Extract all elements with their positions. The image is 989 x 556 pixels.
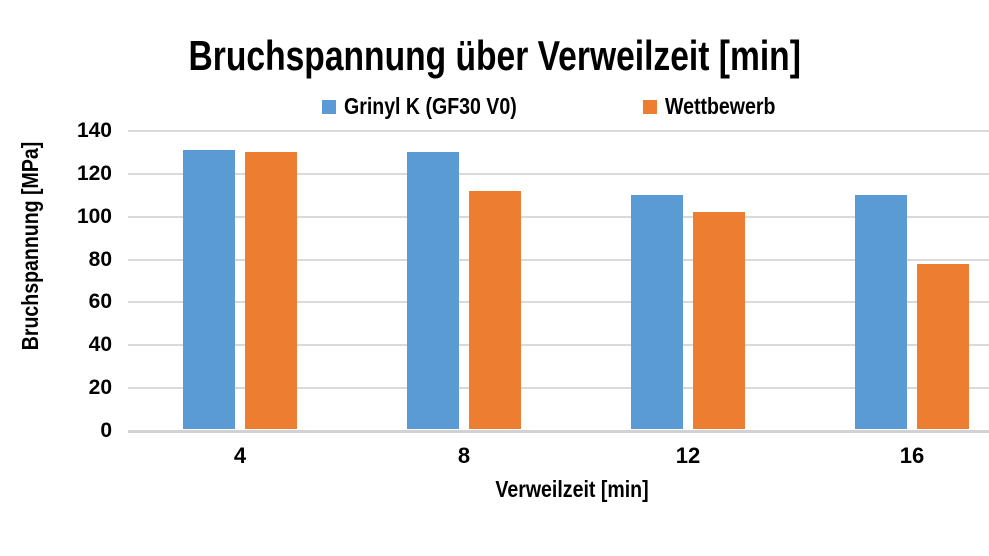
gridline [128,130,989,132]
bar [469,191,521,429]
y-tick-label: 20 [88,376,112,400]
chart-title: Bruchspannung über Verweilzeit [min] [0,32,989,79]
x-axis-line [128,430,989,433]
y-tick-label: 100 [76,204,112,228]
gridline [128,215,989,218]
legend-item: Wettbewerb [642,93,795,120]
y-tick-label: 80 [88,247,112,271]
gridline [128,258,989,261]
x-tick-text: 8 [457,443,471,468]
y-axis-title: Bruchspannung [MPa] [17,141,43,351]
bar [183,150,235,429]
x-axis-title: Verweilzeit [min] [495,476,649,502]
legend-marker-swatch [642,99,657,114]
x-tick-text: 4 [233,443,247,468]
y-tick-label: 140 [76,119,112,142]
legend-marker-swatch [322,99,337,114]
y-tick-label: 0 [100,419,112,442]
legend-item: Grinyl K (GF30 V0) [322,93,547,120]
gridline [128,301,989,304]
legend-label: Grinyl K (GF30 V0) [344,93,518,119]
bar [693,212,745,429]
gridline [128,172,989,175]
gridline [128,344,989,347]
x-tick-text: 16 [899,443,925,468]
bar [631,195,683,429]
bar [245,152,297,429]
bar [407,152,459,429]
gridline [128,387,989,390]
legend: Grinyl K (GF30 V0) Wettbewerb [128,93,989,120]
x-tick-text: 12 [675,443,701,468]
bar [855,195,907,429]
chart-title-text: Bruchspannung über Verweilzeit [min] [188,32,801,79]
y-tick-label: 60 [88,290,112,314]
plot-area: 0 20 40 60 80 100 120 140 4 8 12 16 [77,119,989,468]
y-tick-label: 120 [76,161,112,185]
y-tick-label: 40 [88,333,112,357]
legend-label: Wettbewerb [664,93,776,119]
bar [917,263,969,429]
